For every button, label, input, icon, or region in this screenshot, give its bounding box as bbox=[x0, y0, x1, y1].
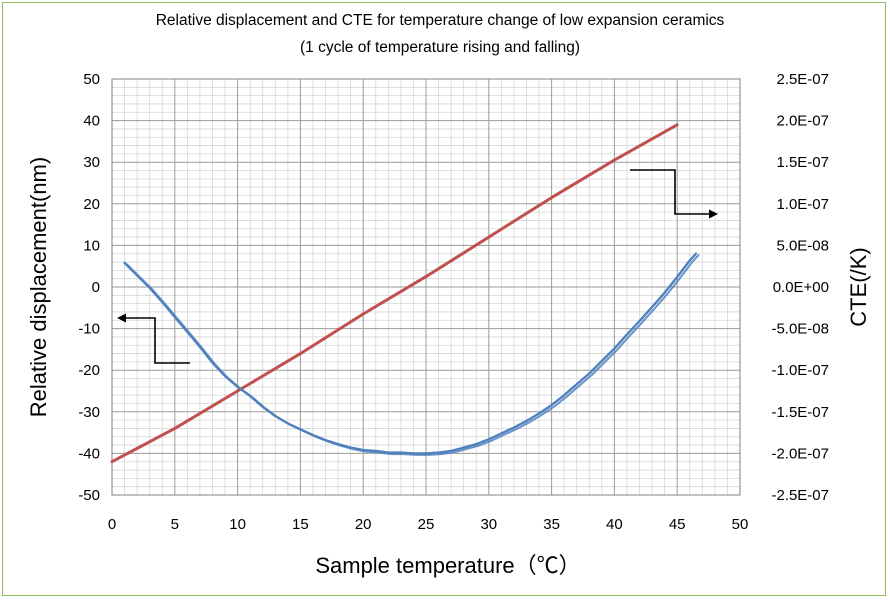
y-tick-label: 30 bbox=[83, 154, 100, 171]
y-tick-label: -20 bbox=[78, 362, 100, 379]
y-tick-label: 50 bbox=[83, 71, 100, 88]
displacement-line bbox=[110, 123, 679, 464]
x-tick-label: 15 bbox=[292, 516, 309, 533]
y2-tick-label: 1.5E-07 bbox=[776, 154, 829, 171]
y2-tick-label: -2.0E-07 bbox=[771, 445, 829, 462]
y2-tick-label: 1.0E-07 bbox=[776, 196, 829, 213]
y2-axis-title: CTE(/K) bbox=[846, 247, 871, 326]
x-tick-label: 0 bbox=[108, 516, 116, 533]
series-layer bbox=[110, 123, 700, 464]
cte-series bbox=[123, 252, 700, 456]
x-tick-label: 45 bbox=[669, 516, 686, 533]
y2-tick-label: 5.0E-08 bbox=[776, 237, 829, 254]
x-tick-label: 25 bbox=[418, 516, 435, 533]
y-tick-label: 0 bbox=[92, 279, 100, 296]
y-tick-label: 10 bbox=[83, 237, 100, 254]
y-axis-title: Relative displacement(nm) bbox=[26, 157, 51, 417]
left-axis-ticks: 50 40 30 20 10 0 -10 -20 -30 -40 -50 bbox=[78, 71, 100, 504]
x-axis-title: Sample temperature（℃） bbox=[315, 553, 580, 578]
y-tick-label: -10 bbox=[78, 321, 100, 338]
x-tick-label: 10 bbox=[229, 516, 246, 533]
x-tick-label: 5 bbox=[171, 516, 179, 533]
left-axis-arrow bbox=[117, 313, 190, 364]
x-tick-label: 50 bbox=[732, 516, 749, 533]
right-axis-arrow bbox=[630, 169, 718, 219]
chart-title: Relative displacement and CTE for temper… bbox=[156, 12, 725, 29]
right-axis-ticks: 2.5E-07 2.0E-07 1.5E-07 1.0E-07 5.0E-08 0.0E+… bbox=[771, 71, 829, 504]
plot-area-border bbox=[111, 78, 741, 496]
cte-line-falling bbox=[126, 254, 700, 456]
y2-tick-label: 2.0E-07 bbox=[776, 113, 829, 130]
y-tick-label: 40 bbox=[83, 113, 100, 130]
bottom-axis-ticks: 0 5 10 15 20 25 30 35 40 45 50 bbox=[108, 516, 749, 533]
y-tick-label: -50 bbox=[78, 487, 100, 504]
y2-tick-label: -1.0E-07 bbox=[771, 362, 829, 379]
x-tick-label: 20 bbox=[355, 516, 372, 533]
y2-tick-label: -1.5E-07 bbox=[771, 404, 829, 421]
y2-tick-label: 2.5E-07 bbox=[776, 71, 829, 88]
y-tick-label: 20 bbox=[83, 196, 100, 213]
x-tick-label: 30 bbox=[480, 516, 497, 533]
x-tick-label: 40 bbox=[606, 516, 623, 533]
y2-tick-label: -5.0E-08 bbox=[771, 321, 829, 338]
y2-tick-label: 0.0E+00 bbox=[773, 279, 829, 296]
displacement-series bbox=[110, 123, 679, 464]
y2-tick-label: -2.5E-07 bbox=[771, 487, 829, 504]
y-tick-label: -40 bbox=[78, 445, 100, 462]
y-tick-label: -30 bbox=[78, 404, 100, 421]
x-tick-label: 35 bbox=[543, 516, 560, 533]
chart-subtitle: (1 cycle of temperature rising and falli… bbox=[300, 39, 580, 56]
